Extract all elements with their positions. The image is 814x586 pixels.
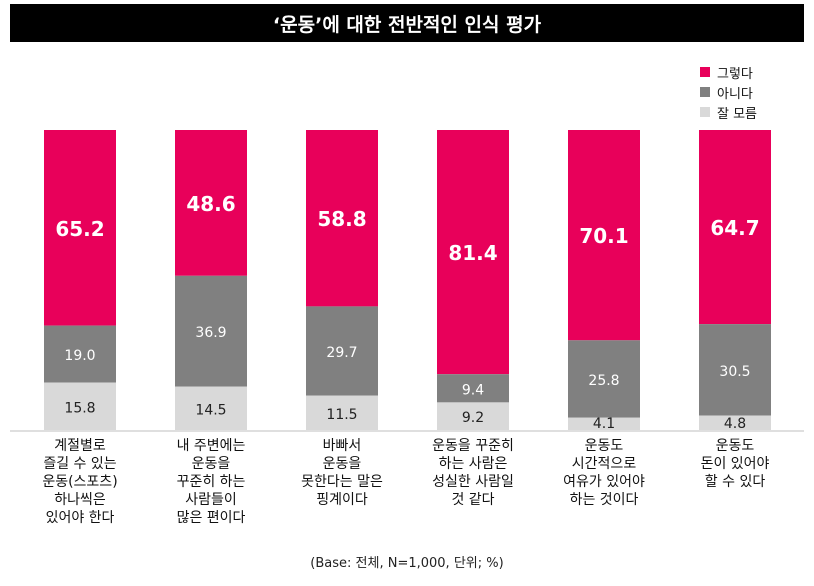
bar-segment-yes <box>699 130 771 325</box>
category-label: 내 주변에는 운동을 꾸준히 하는 사람들이 많은 편이다 <box>176 438 246 526</box>
bar-segment-yes <box>437 130 509 375</box>
bar-segment-unknown <box>568 417 640 430</box>
bar-segment-no <box>568 340 640 418</box>
bar-segment-no <box>175 275 247 387</box>
category-label: 운동도 돈이 있어야 할 수 있다 <box>700 438 770 490</box>
data-label-yes: 64.7 <box>710 216 759 240</box>
bar-segment-no <box>44 325 116 383</box>
legend: 그렇다 아니다 잘 모름 <box>700 62 757 122</box>
legend-label-unknown: 잘 모름 <box>717 106 758 122</box>
footnote: (Base: 전체, N=1,000, 단위; %) <box>310 556 504 571</box>
data-label-yes: 58.8 <box>317 207 366 231</box>
category-label: 운동도 시간적으로 여유가 있어야 하는 것이다 <box>563 438 645 508</box>
category-label: 계절별로 즐길 수 있는 운동(스포츠) 하나씩은 있어야 한다 <box>42 438 118 526</box>
legend-label-yes: 그렇다 <box>717 66 753 82</box>
bar-segment-no <box>437 374 509 403</box>
bar-segment-unknown <box>44 382 116 430</box>
bar-segment-yes <box>568 130 640 341</box>
data-label-no: 30.5 <box>719 364 750 380</box>
data-label-yes: 81.4 <box>448 241 497 265</box>
bar-segment-unknown <box>306 395 378 430</box>
bar-segment-no <box>306 306 378 396</box>
legend-label-no: 아니다 <box>717 86 753 102</box>
data-label-yes: 65.2 <box>55 217 104 241</box>
bar-segment-yes <box>306 130 378 307</box>
data-label-no: 19.0 <box>64 348 95 364</box>
data-label-unknown: 11.5 <box>326 407 357 423</box>
data-label-no: 36.9 <box>195 325 226 341</box>
data-label-unknown: 4.8 <box>724 416 746 432</box>
legend-swatch-unknown <box>700 107 710 117</box>
legend-swatch-no <box>700 87 710 97</box>
bar-segment-yes <box>175 130 247 276</box>
bar-segment-unknown <box>175 386 247 430</box>
data-label-no: 25.8 <box>588 373 619 389</box>
bar-segment-unknown <box>437 402 509 430</box>
data-label-unknown: 14.5 <box>195 402 226 418</box>
category-label: 바빠서 운동을 못한다는 말은 핑계이다 <box>301 438 383 508</box>
legend-item-no: 아니다 <box>700 82 757 102</box>
bar-segment-yes <box>44 130 116 326</box>
data-label-unknown: 15.8 <box>64 400 95 416</box>
bar-segment-no <box>699 324 771 416</box>
data-label-yes: 70.1 <box>579 224 628 248</box>
legend-swatch-yes <box>700 67 710 77</box>
data-label-no: 29.7 <box>326 345 357 361</box>
legend-item-unknown: 잘 모름 <box>700 102 757 122</box>
data-label-unknown: 9.2 <box>462 410 484 426</box>
bar-segment-unknown <box>699 415 771 430</box>
chart-title: ‘운동’에 대한 전반적인 인식 평가 <box>10 4 804 42</box>
data-label-unknown: 4.1 <box>593 416 615 432</box>
category-label: 운동을 꾸준히 하는 사람은 성실한 사람일 것 같다 <box>432 438 514 508</box>
legend-item-yes: 그렇다 <box>700 62 757 82</box>
data-label-no: 9.4 <box>462 382 484 398</box>
data-label-yes: 48.6 <box>186 192 235 216</box>
